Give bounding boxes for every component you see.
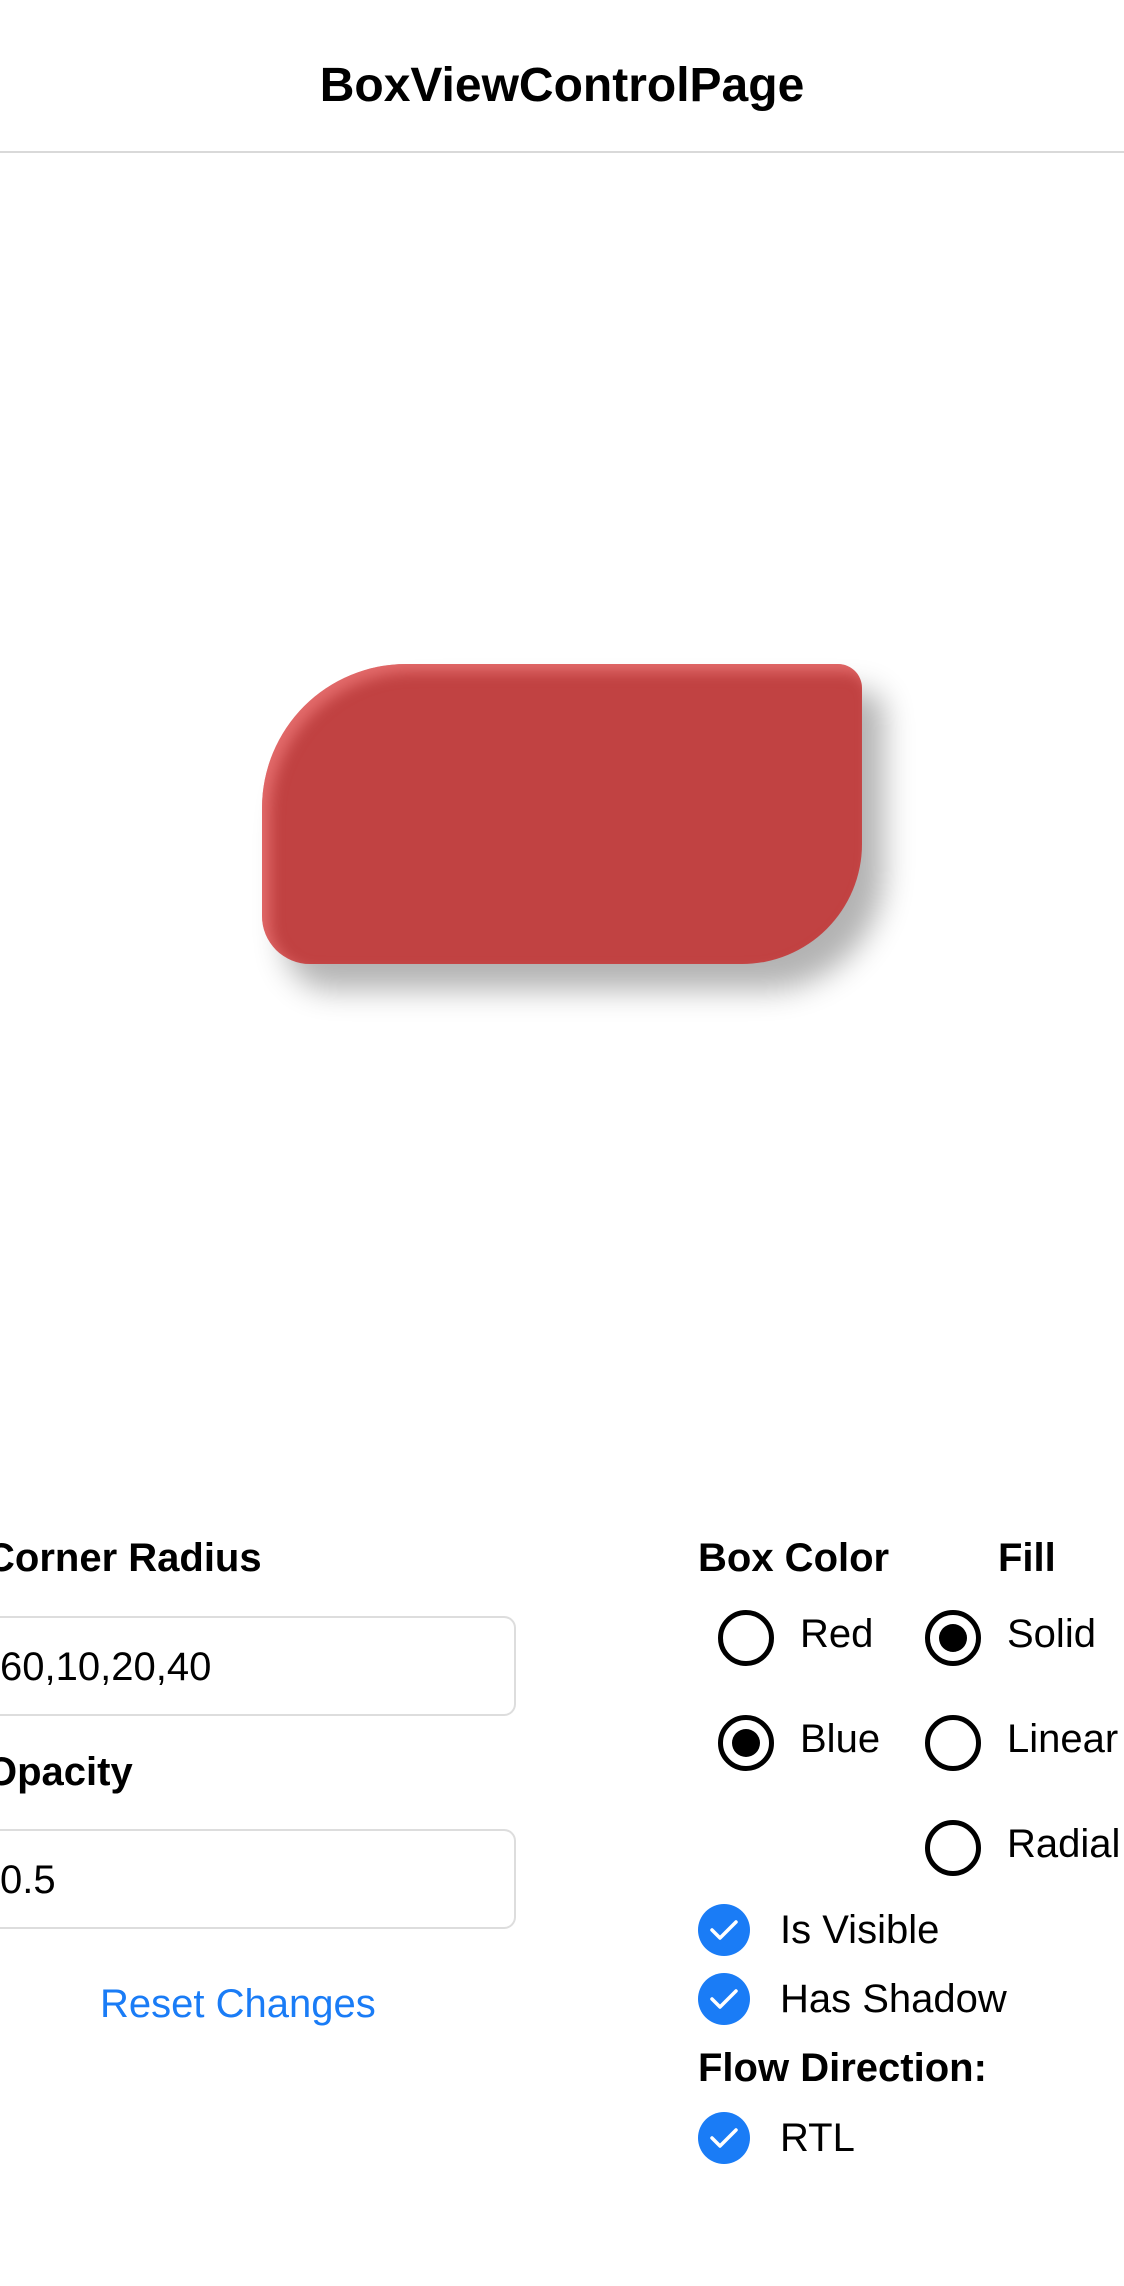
radio-red[interactable]: Red [718, 1606, 873, 1670]
radio-solid-indicator [925, 1610, 981, 1666]
opacity-label: Opacity [0, 1750, 133, 1794]
fill-label: Fill [998, 1536, 1056, 1580]
reset-changes-button[interactable]: Reset Changes [100, 1982, 376, 2026]
radio-blue-indicator [718, 1715, 774, 1771]
radio-radial-label: Radial [1007, 1822, 1121, 1866]
has-shadow-checkbox[interactable]: Has Shadow [698, 1971, 1007, 2027]
radio-blue[interactable]: Blue [718, 1711, 880, 1775]
radio-solid-label: Solid [1007, 1612, 1096, 1656]
flow-direction-label: Flow Direction: [698, 2046, 987, 2090]
is-visible-label: Is Visible [780, 1908, 940, 1952]
rtl-checkbox[interactable]: RTL [698, 2110, 855, 2166]
corner-radius-entry[interactable]: 60,10,20,40 [0, 1616, 516, 1716]
radio-radial[interactable]: Radial [925, 1816, 1120, 1880]
radio-red-indicator [718, 1610, 774, 1666]
corner-radius-label: Corner Radius [0, 1536, 262, 1580]
radio-blue-label: Blue [800, 1717, 881, 1761]
navigation-bar: BoxViewControlPage [0, 0, 1124, 153]
radio-radial-indicator [925, 1820, 981, 1876]
box-view-preview [262, 664, 862, 964]
box-color-label: Box Color [698, 1536, 890, 1580]
rtl-label: RTL [780, 2116, 855, 2160]
checkmark-icon [698, 1904, 750, 1956]
radio-linear-indicator [925, 1715, 981, 1771]
radio-red-label: Red [800, 1612, 874, 1656]
checkmark-icon [698, 1973, 750, 2025]
opacity-value: 0.5 [0, 1858, 56, 1902]
page-title: BoxViewControlPage [319, 59, 805, 112]
is-visible-checkbox[interactable]: Is Visible [698, 1902, 939, 1958]
checkmark-icon [698, 2112, 750, 2164]
radio-linear[interactable]: Linear [925, 1711, 1118, 1775]
corner-radius-value: 60,10,20,40 [0, 1645, 212, 1689]
opacity-entry[interactable]: 0.5 [0, 1829, 516, 1929]
radio-solid[interactable]: Solid [925, 1606, 1096, 1670]
radio-linear-label: Linear [1007, 1717, 1119, 1761]
has-shadow-label: Has Shadow [780, 1977, 1007, 2021]
